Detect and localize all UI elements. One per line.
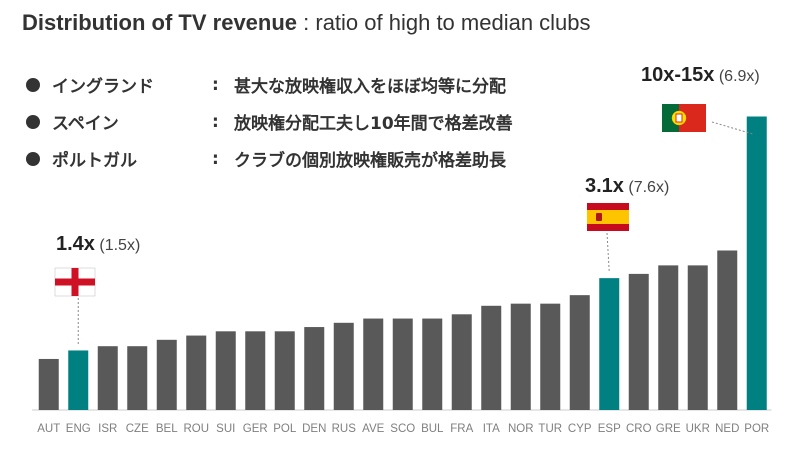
bar-sco: [392, 318, 413, 410]
bullet-text: 甚大な放映権収入をほぼ均等に分配: [234, 77, 506, 97]
bar-cze: [127, 346, 148, 410]
x-tick-label: CYP: [568, 423, 592, 435]
x-tick-label: POR: [744, 423, 769, 435]
x-tick-label: ENG: [66, 423, 91, 435]
x-tick-label: ITA: [483, 423, 500, 435]
flag-green-field: [662, 104, 679, 132]
annotation-label-esp: 3.1x (7.6x): [585, 175, 669, 197]
x-tick-label: AVE: [362, 423, 384, 435]
bar-nor: [510, 303, 531, 410]
bar-rus: [333, 322, 354, 410]
annotation-ratio: 1.4x: [56, 233, 95, 255]
bar-aut: [38, 358, 59, 410]
bar-cro: [628, 273, 649, 410]
bullet-text: 放映権分配工夫し10年間で格差改善: [234, 114, 513, 134]
x-tick-label: BUL: [421, 423, 444, 435]
bullet-colon: :: [212, 74, 219, 95]
x-tick-label: CRO: [626, 423, 652, 435]
bullet-item-england: イングランド : 甚大な放映権収入をほぼ均等に分配: [26, 66, 513, 103]
bar-eng: [68, 350, 89, 410]
x-tick-label: AUT: [37, 423, 60, 435]
x-tick-label: BEL: [156, 423, 178, 435]
annotation-label-eng: 1.4x (1.5x): [56, 233, 140, 255]
bar-fra: [451, 314, 472, 410]
bullet-country: ポルトガル: [52, 151, 137, 171]
bar-por: [746, 116, 767, 410]
bar-isr: [97, 346, 118, 410]
bullet-dot-icon: [26, 151, 40, 166]
flag-emblem: [596, 213, 602, 221]
bar-ave: [363, 318, 384, 410]
x-tick-label: SUI: [216, 423, 235, 435]
chart-title: Distribution of TV revenue : ratio of hi…: [22, 10, 591, 36]
bullet-item-spain: スペイン : 放映権分配工夫し10年間で格差改善: [26, 103, 513, 140]
england-flag-icon: [54, 267, 96, 297]
x-tick-label: NED: [715, 423, 739, 435]
annotation-value: (6.9x): [714, 68, 759, 85]
bullet-colon: :: [212, 111, 219, 132]
x-tick-label: NOR: [508, 423, 534, 435]
x-tick-label: CZE: [126, 423, 149, 435]
x-tick-label: GER: [243, 423, 268, 435]
leader-line-esp: [606, 232, 610, 273]
bar-gre: [658, 265, 679, 410]
spain-flag-icon: [587, 203, 629, 231]
leader-line-por: [711, 121, 753, 135]
bar-tur: [540, 303, 561, 410]
bullet-colon: :: [212, 148, 219, 169]
annotation-label-por: 10x-15x (6.9x): [641, 64, 760, 86]
bullet-item-portugal: ポルトガル : クラブの個別放映権販売が格差助長: [26, 140, 513, 177]
bullet-list: イングランド : 甚大な放映権収入をほぼ均等に分配 スペイン : 放映権分配工夫…: [26, 66, 513, 177]
flag-cross-horizontal: [55, 278, 95, 286]
bar-ned: [717, 250, 738, 410]
annotation-value: (7.6x): [624, 179, 669, 196]
x-tick-label: POL: [273, 423, 297, 435]
bar-cyp: [569, 295, 590, 410]
x-tick-label: ISR: [98, 423, 117, 435]
x-tick-label: ESP: [598, 423, 621, 435]
bar-ger: [245, 331, 266, 410]
x-tick-label: TUR: [538, 423, 562, 435]
x-tick-label: ROU: [183, 423, 209, 435]
x-tick-label: RUS: [332, 423, 357, 435]
bar-bul: [422, 318, 443, 410]
x-tick-label: DEN: [302, 423, 326, 435]
chart-title-main: Distribution of TV revenue: [22, 10, 298, 35]
x-tick-label: SCO: [390, 423, 415, 435]
flag-stripe-middle: [587, 210, 629, 224]
bullet-text: クラブの個別放映権販売が格差助長: [234, 151, 506, 171]
bar-ukr: [687, 265, 708, 410]
bar-pol: [274, 331, 295, 410]
bar-esp: [599, 278, 620, 410]
bullet-dot-icon: [26, 114, 40, 129]
annotation-ratio: 3.1x: [585, 175, 624, 197]
annotation-value: (1.5x): [95, 237, 140, 254]
bullet-dot-icon: [26, 77, 40, 92]
bar-rou: [186, 335, 207, 410]
x-tick-label: FRA: [450, 423, 473, 435]
bar-den: [304, 327, 325, 410]
flag-shield: [675, 113, 683, 123]
bar-sui: [215, 331, 236, 410]
portugal-flag-icon: [662, 104, 706, 132]
chart-title-subtitle: : ratio of high to median clubs: [297, 10, 591, 35]
annotation-ratio: 10x-15x: [641, 64, 714, 86]
x-tick-label: UKR: [686, 423, 710, 435]
bullet-country: スペイン: [52, 114, 119, 134]
bar-ita: [481, 305, 502, 410]
bar-bel: [156, 339, 177, 410]
bullet-country: イングランド: [52, 77, 154, 97]
x-tick-label: GRE: [656, 423, 681, 435]
